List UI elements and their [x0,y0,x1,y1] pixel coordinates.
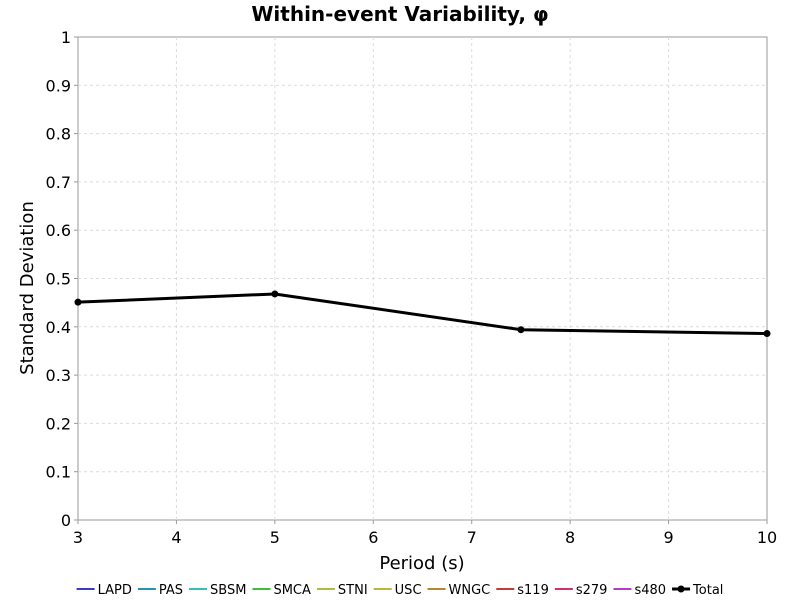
legend-label-total: Total [692,583,723,598]
y-tick-label: 0.2 [46,414,71,433]
legend-label-stni: STNI [338,583,368,598]
y-tick-label: 0.8 [46,125,71,144]
x-tick-label: 3 [73,528,83,547]
x-tick-label: 7 [467,528,477,547]
y-tick-label: 0.4 [46,318,71,337]
data-point-total [763,330,771,338]
legend: LAPD PAS SBSM SMCA STNI USC WNGC s119 s279 s480 To… [76,583,723,598]
x-tick-labels: 3 4 5 6 7 8 9 10 [73,520,777,547]
legend-marker-total [677,585,685,593]
legend-label-sbsm: SBSM [210,583,246,598]
x-tick-label: 4 [171,528,181,547]
legend-label-s480: s480 [634,583,666,598]
y-tick-label: 1 [61,28,71,47]
y-axis-title: Standard Deviation [17,201,38,375]
y-tick-label: 0.3 [46,366,71,385]
x-tick-label: 6 [368,528,378,547]
y-tick-label: 0.7 [46,173,71,192]
x-tick-label: 8 [565,528,575,547]
legend-label-pas: PAS [159,583,183,598]
y-tick-label: 0.6 [46,221,71,240]
legend-label-s119: s119 [517,583,549,598]
data-point-total [74,298,82,306]
x-tick-label: 5 [270,528,280,547]
data-point-total [517,326,525,334]
legend-label-s279: s279 [576,583,608,598]
legend-label-wngc: WNGC [449,583,491,598]
y-tick-label: 0.9 [46,76,71,95]
grid-layer [78,37,767,520]
chart-title: Within-event Variability, φ [251,2,548,26]
y-tick-label: 0.5 [46,270,71,289]
x-tick-label: 9 [663,528,673,547]
x-tick-label: 10 [757,528,777,547]
legend-label-smca: SMCA [273,583,311,598]
data-point-total [271,290,279,298]
x-axis-title: Period (s) [379,553,464,574]
series-layer [74,290,771,338]
y-tick-labels: 0 0.1 0.2 0.3 0.4 0.5 0.6 0.7 0.8 0.9 1 [46,28,78,530]
y-tick-label: 0.1 [46,463,71,482]
y-tick-label: 0 [61,511,71,530]
series-line-total [77,292,768,336]
legend-label-usc: USC [395,583,422,598]
legend-label-lapd: LAPD [98,583,132,598]
